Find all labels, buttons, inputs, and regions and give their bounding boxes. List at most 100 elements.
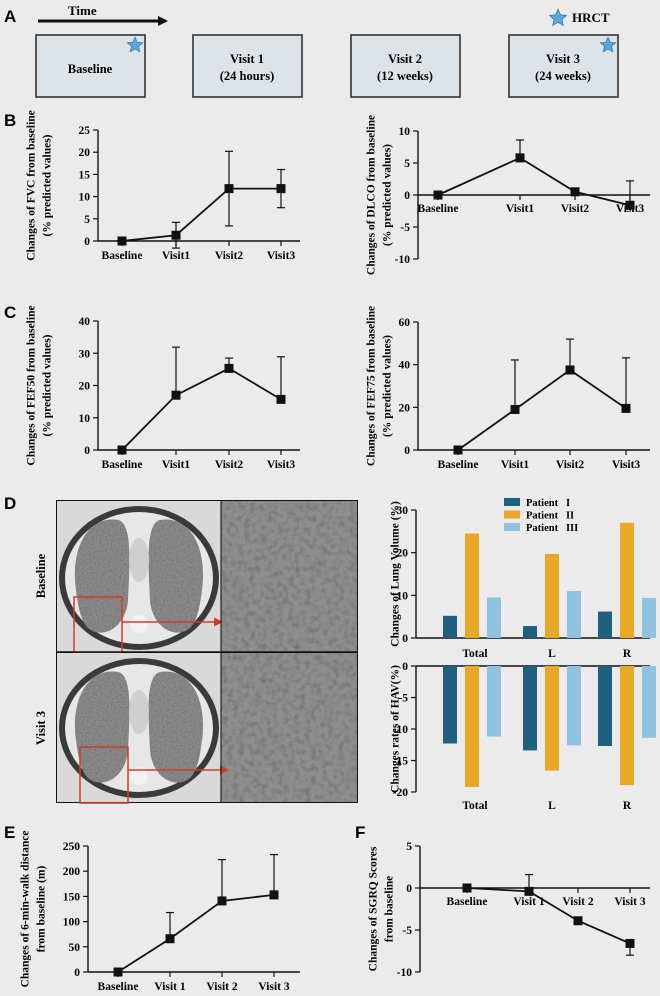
hrct-legend-star-icon (548, 8, 568, 27)
ct-image-panel: Baseline Visit 3 (34, 500, 358, 804)
bar (567, 591, 581, 638)
y-axis-label: (% predicted values) (382, 144, 394, 246)
bar (620, 666, 634, 786)
timeline-box-label: Visit 2 (388, 52, 422, 66)
panel-label-e: E (4, 823, 15, 842)
legend-label: Patient II (526, 511, 574, 522)
y-tick-label: -5 (398, 693, 408, 705)
y-tick-label: 50 (69, 942, 81, 954)
panel-label-a: A (4, 7, 16, 26)
x-tick-label: Visit3 (267, 250, 296, 262)
x-tick-label: Baseline (447, 896, 488, 908)
x-tick-label: Baseline (418, 203, 459, 215)
panel-label-c: C (4, 303, 16, 322)
y-tick-label: 5 (406, 841, 412, 853)
x-tick-label: Visit1 (162, 250, 191, 262)
timeline-box-sublabel: (12 weeks) (377, 69, 433, 83)
data-point (515, 153, 525, 163)
legend-label: Patient III (526, 523, 578, 534)
y-tick-label: 10 (79, 192, 91, 204)
series-line (121, 367, 282, 451)
y-tick-label: 0 (404, 445, 410, 457)
x-tick-label: Visit2 (561, 203, 590, 215)
panel-label-f: F (355, 823, 365, 842)
series-line (466, 887, 631, 945)
data-point (453, 445, 463, 455)
data-point (621, 403, 631, 413)
y-axis-label: Changes rates of HAV(%) (390, 665, 402, 793)
x-tick-label: Visit2 (215, 250, 244, 262)
bar (567, 666, 581, 746)
y-tick-label: 30 (397, 505, 409, 517)
y-axis-label: (% predicted values) (42, 334, 54, 436)
ct-scan-visit3 (57, 653, 357, 804)
y-tick-label: -10 (395, 254, 411, 266)
x-tick-label: Visit 3 (258, 981, 289, 993)
panel-label-d: D (4, 494, 16, 513)
data-point (276, 394, 286, 404)
data-point (625, 938, 635, 948)
y-tick-label: -10 (393, 724, 409, 736)
bar (443, 615, 457, 638)
bar (598, 611, 612, 638)
series-line (121, 187, 281, 242)
legend-swatch (504, 523, 520, 531)
x-tick-label: Visit3 (267, 459, 296, 471)
x-tick-label: Visit 2 (206, 981, 237, 993)
timeline-box-sublabel: (24 weeks) (535, 69, 591, 83)
data-point (510, 404, 520, 414)
y-tick-label: -15 (393, 756, 409, 768)
y-tick-label: 200 (63, 866, 81, 878)
data-point (165, 934, 175, 944)
data-point (224, 363, 234, 373)
bar (523, 666, 537, 751)
y-tick-label: 5 (404, 158, 410, 170)
x-tick-label: R (623, 800, 632, 812)
y-tick-label: 20 (399, 402, 411, 414)
y-tick-label: 15 (79, 169, 91, 181)
hrct-legend-label: HRCT (572, 10, 610, 25)
x-tick-label: R (623, 648, 632, 660)
x-tick-label: Visit1 (506, 203, 535, 215)
y-tick-label: -5 (402, 925, 412, 937)
y-axis-label: Changes of FVC from baseline (26, 110, 38, 261)
y-tick-label: 25 (79, 125, 91, 137)
y-axis-label: from baseline (m) (36, 866, 48, 953)
data-point (117, 445, 127, 455)
data-point (565, 365, 575, 375)
y-tick-label: 150 (63, 891, 81, 903)
timeline-box-visit3 (508, 34, 619, 98)
ct-row-label-baseline: Baseline (34, 553, 48, 598)
bar (465, 533, 479, 638)
time-label: Time (68, 3, 97, 18)
ct-row-label-visit3: Visit 3 (34, 711, 48, 745)
data-point (217, 896, 227, 906)
x-tick-label: Visit3 (612, 459, 641, 471)
data-point (524, 886, 534, 896)
data-point (625, 200, 635, 210)
panel-label-b: B (4, 111, 16, 130)
x-tick-label: Baseline (98, 981, 139, 993)
x-tick-label: Baseline (438, 459, 479, 471)
data-point (269, 890, 279, 900)
ct-scan-baseline (57, 501, 357, 654)
data-point (171, 390, 181, 400)
y-tick-label: 60 (399, 317, 411, 329)
y-tick-label: 40 (79, 316, 91, 328)
x-tick-label: Visit1 (501, 459, 530, 471)
x-tick-label: Baseline (102, 250, 143, 262)
x-tick-label: Visit2 (556, 459, 585, 471)
y-axis-label: from baseline (384, 876, 396, 943)
charts-layer: 0 5 10 15 20 25 Baseline Visit1 Visit2 Visit3 Chan… (20, 110, 656, 993)
bar (465, 666, 479, 787)
bar (642, 666, 656, 738)
data-point (570, 187, 580, 197)
x-tick-label: Visit 1 (513, 896, 544, 908)
y-axis-label: Changes of DLCO from baseline (366, 115, 378, 275)
roi-box-visit3 (79, 746, 129, 804)
y-tick-label: -10 (397, 967, 413, 979)
data-point (224, 184, 234, 194)
y-axis-label: Changes of 6-min-walk distance (20, 831, 32, 988)
data-point (171, 230, 181, 240)
